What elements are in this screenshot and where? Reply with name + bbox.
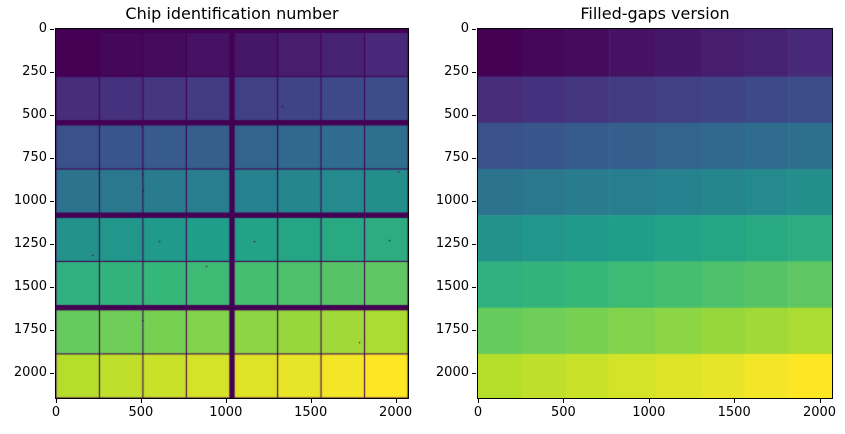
y-tick-label: 1250 <box>13 236 47 252</box>
y-tick-mark <box>472 244 476 246</box>
x-tick-mark <box>563 399 565 403</box>
y-tick-label: 250 <box>444 64 469 79</box>
x-tick-mark <box>140 399 142 403</box>
y-tick-mark <box>472 330 476 332</box>
left-heatmap <box>56 29 408 398</box>
right-axes <box>477 28 833 399</box>
left-axes <box>55 28 409 399</box>
x-tick-mark <box>648 399 650 403</box>
right-heatmap <box>478 29 832 398</box>
y-tick-label: 2000 <box>435 365 469 381</box>
y-tick-mark <box>472 158 476 160</box>
x-tick-label: 0 <box>473 405 483 420</box>
x-tick-label: 2000 <box>379 405 413 420</box>
x-tick-mark <box>478 399 479 403</box>
y-tick-label: 750 <box>444 150 469 166</box>
y-tick-mark <box>472 72 476 73</box>
x-tick-mark <box>734 399 736 403</box>
y-tick-mark <box>50 287 54 289</box>
y-tick-mark <box>472 287 476 289</box>
x-tick-label: 1000 <box>632 405 666 420</box>
y-tick-mark <box>50 115 54 117</box>
y-tick-label: 250 <box>22 64 47 79</box>
y-tick-mark <box>472 373 476 375</box>
x-tick-label: 500 <box>128 405 154 420</box>
y-tick-label: 1000 <box>435 193 469 209</box>
y-tick-label: 1750 <box>435 322 469 338</box>
x-tick-mark <box>310 399 312 403</box>
y-tick-mark <box>50 244 54 246</box>
y-tick-label: 500 <box>22 107 47 123</box>
y-tick-label: 0 <box>460 21 469 36</box>
y-tick-label: 0 <box>38 21 47 36</box>
y-tick-mark <box>50 158 54 160</box>
x-tick-mark <box>395 399 397 403</box>
y-tick-label: 1750 <box>13 322 47 338</box>
y-tick-label: 2000 <box>13 365 47 381</box>
y-tick-label: 750 <box>22 150 47 166</box>
y-tick-mark <box>50 330 54 332</box>
right-plot-title: Filled-gaps version <box>580 4 730 23</box>
y-tick-label: 1000 <box>13 193 47 209</box>
y-tick-mark <box>472 115 476 117</box>
y-tick-mark <box>50 373 54 375</box>
x-tick-label: 2000 <box>802 405 837 420</box>
y-tick-label: 1500 <box>13 279 47 295</box>
y-tick-mark <box>472 201 476 203</box>
y-tick-mark <box>50 201 54 203</box>
x-tick-mark <box>56 399 57 403</box>
y-tick-label: 1500 <box>435 279 469 295</box>
x-tick-label: 1500 <box>294 405 328 420</box>
left-plot-title: Chip identification number <box>125 4 339 23</box>
y-tick-label: 500 <box>444 107 469 123</box>
x-tick-label: 500 <box>550 405 576 420</box>
y-tick-mark <box>472 29 476 30</box>
y-tick-mark <box>50 72 54 73</box>
x-tick-label: 1500 <box>717 405 751 420</box>
y-tick-mark <box>50 29 54 30</box>
x-tick-label: 1000 <box>209 405 243 420</box>
x-tick-mark <box>819 399 821 403</box>
x-tick-mark <box>225 399 227 403</box>
x-tick-label: 0 <box>51 405 61 420</box>
y-tick-label: 1250 <box>435 236 469 252</box>
